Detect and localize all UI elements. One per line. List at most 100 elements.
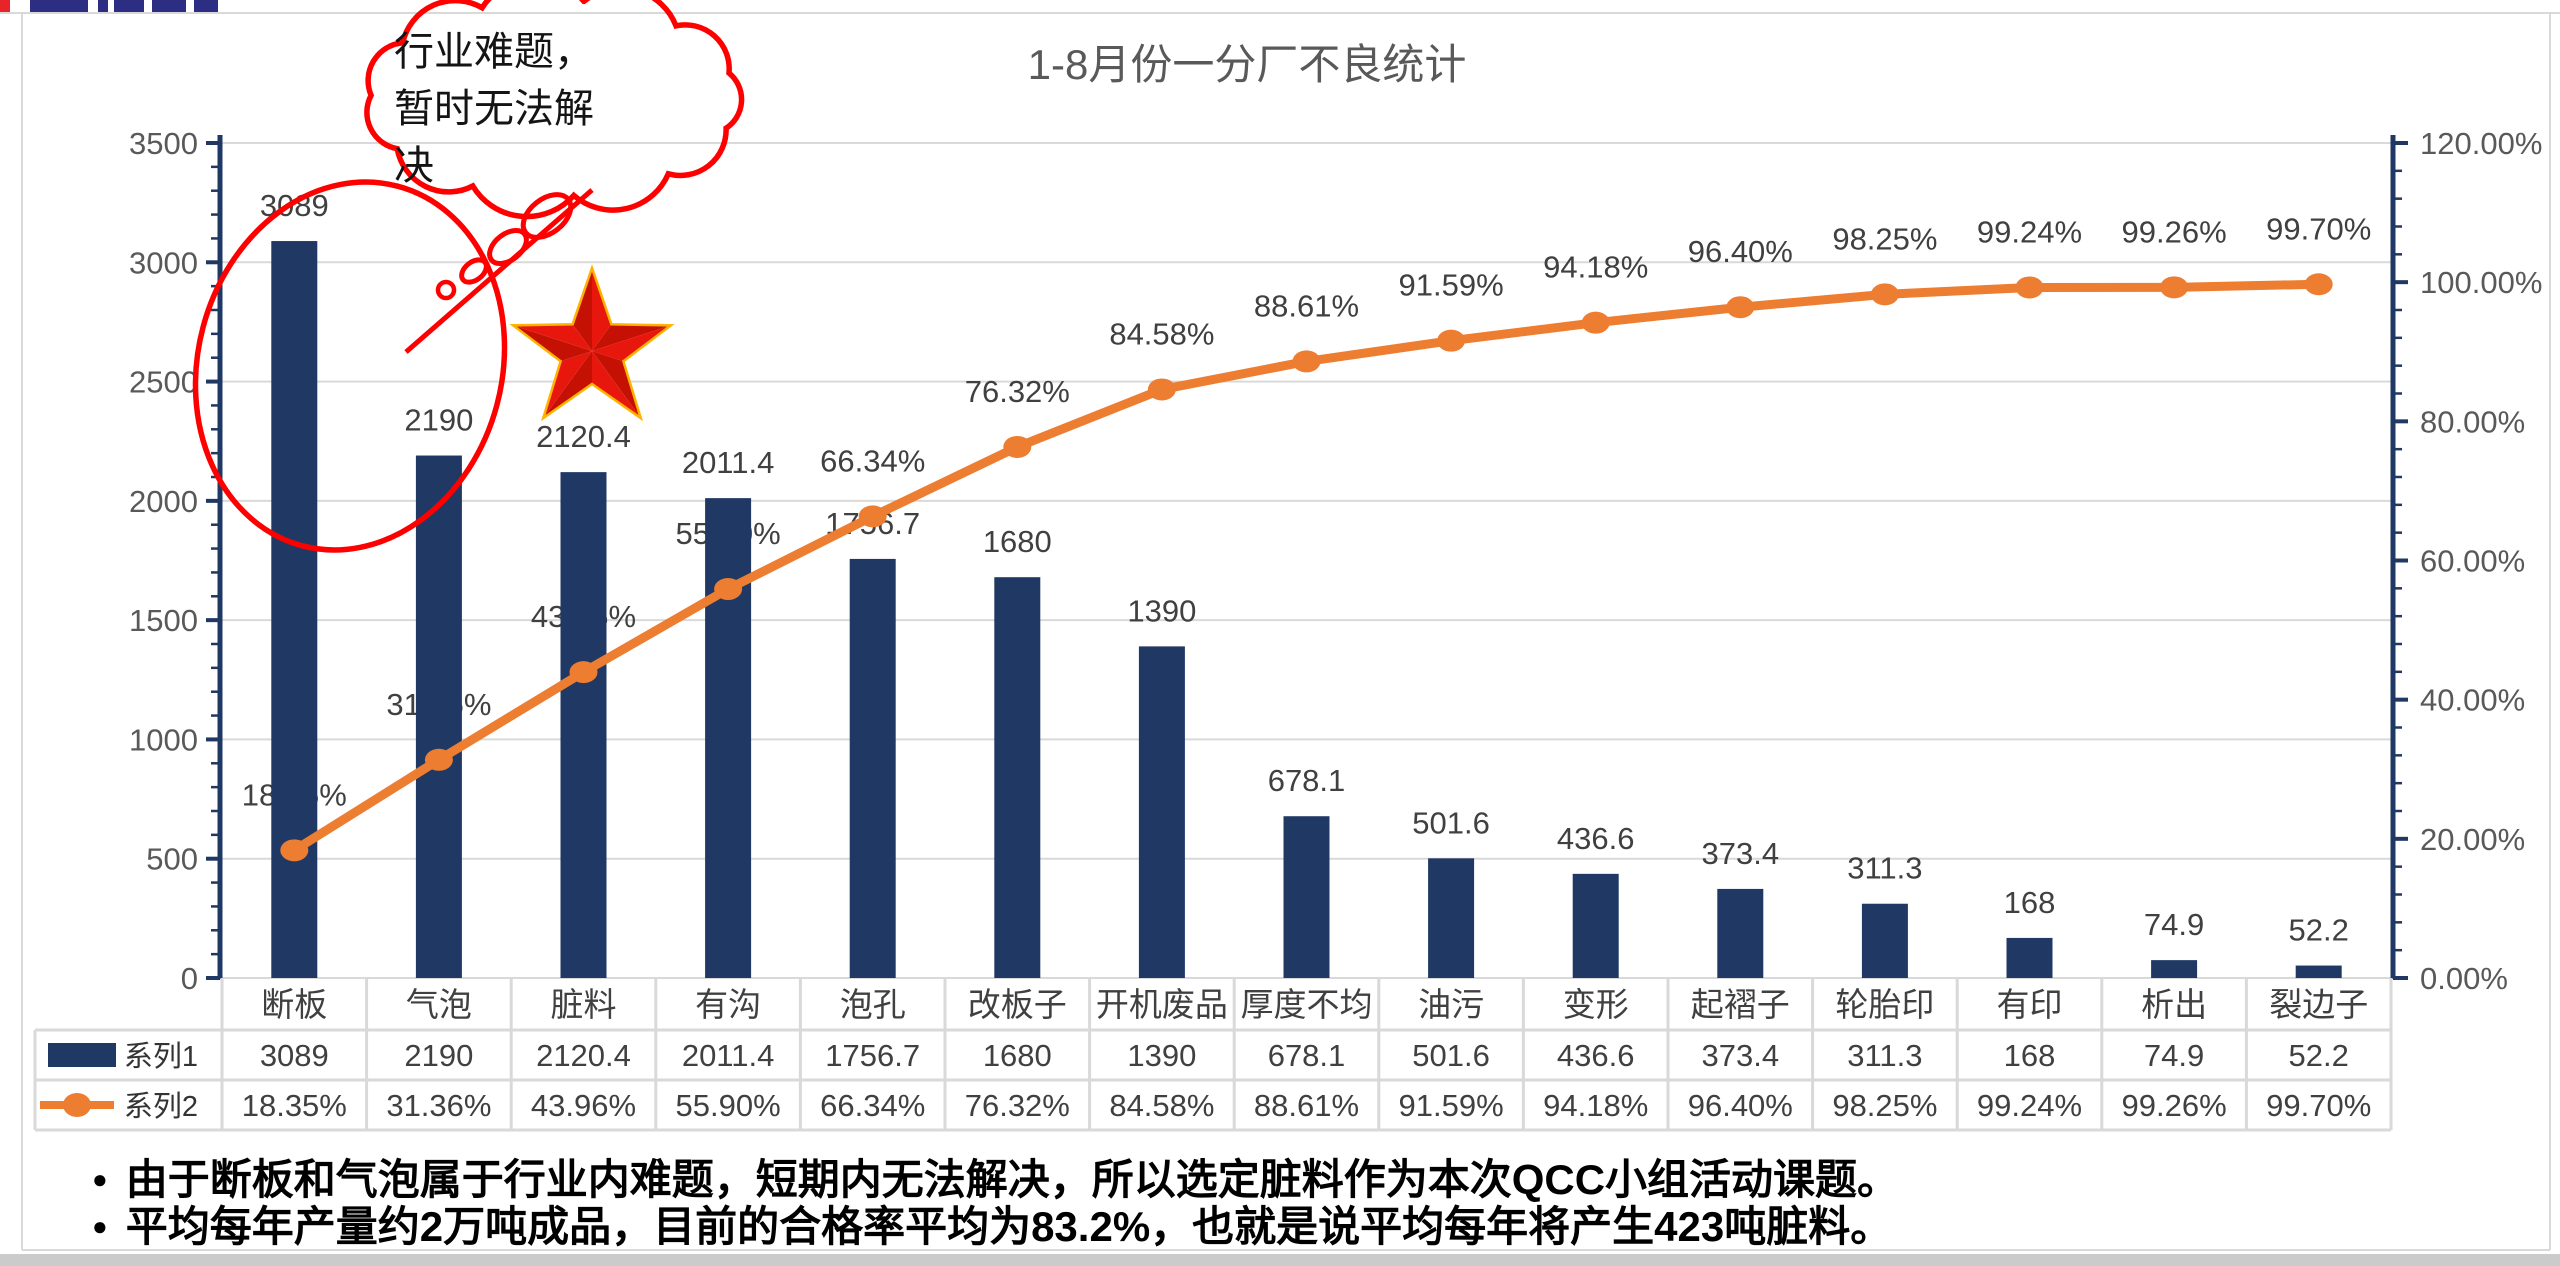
left-axis-tick-label: 2500 [129,365,198,400]
defect-bar [415,455,462,978]
legend-label-series1: 系列1 [124,1040,198,1073]
logo-fragment [194,0,218,13]
bar-value-label: 168 [2004,885,2056,920]
category-label: 析出 [2141,986,2207,1023]
percent-label: 91.59% [1399,268,1504,303]
right-axis-tick-label: 20.00% [2420,822,2525,857]
category-label: 轮胎印 [1835,986,1934,1023]
star-facet [513,324,592,351]
category-label: 起褶子 [1691,986,1790,1023]
table-value-series2: 91.59% [1399,1088,1504,1123]
table-value-series1: 1680 [983,1038,1052,1073]
left-axis-tick-label: 3500 [129,126,198,161]
category-label: 变形 [1563,986,1629,1023]
percent-label: 98.25% [1832,221,1937,256]
bar-value-label: 1680 [983,524,1052,559]
defect-bar [560,472,607,978]
table-value-series1: 3089 [260,1038,329,1073]
table-value-series1: 168 [2004,1038,2056,1073]
chart-title: 1-8月份一分厂不良统计 [1027,41,1467,88]
bar-value-label: 74.9 [2144,907,2204,942]
bullet-text: 由于断板和气泡属于行业内难题，短期内无法解决，所以选定脏料作为本次QCC小组活动… [125,1156,1900,1203]
star-facet [543,351,592,419]
left-axis-tick-label: 2000 [129,484,198,519]
bar-value-label: 436.6 [1557,821,1635,856]
line-marker [1581,311,1610,334]
table-value-series2: 76.32% [965,1088,1070,1123]
table-value-series2: 96.40% [1688,1088,1793,1123]
defect-bar [2151,960,2198,978]
table-value-series2: 88.61% [1254,1088,1359,1123]
line-marker [424,748,453,771]
bar-value-label: 1390 [1127,593,1196,628]
star-facet [572,268,592,351]
percent-label: 88.61% [1254,288,1359,323]
line-marker [1003,435,1032,458]
right-axis-tick-label: 80.00% [2420,404,2525,439]
defect-bar [1428,858,1475,978]
category-label: 有印 [1997,986,2063,1023]
table-value-series1: 501.6 [1412,1038,1490,1073]
percent-label: 96.40% [1688,234,1793,269]
percent-label: 99.24% [1977,214,2082,249]
cloud-tail-bubble [435,279,457,301]
star-facet [592,351,641,419]
table-value-series2: 99.70% [2266,1088,2371,1123]
table-value-series2: 99.26% [2122,1088,2227,1123]
star-facet [592,351,641,419]
annotation-ellipse [192,179,508,553]
table-value-series2: 99.24% [1977,1088,2082,1123]
line-marker [2304,273,2333,296]
legend-key-series1 [48,1043,116,1067]
annotation-star [509,264,675,422]
line-marker [1147,378,1176,401]
percent-label: 99.26% [2122,214,2227,249]
logo-fragment-red [0,0,10,13]
logo-fragment [152,0,186,13]
right-axis-tick-label: 60.00% [2420,544,2525,579]
table-value-series2: 31.36% [386,1088,491,1123]
defect-bar [2295,965,2342,978]
percent-label: 76.32% [965,374,1070,409]
line-marker [2015,276,2044,299]
category-label: 改板子 [968,986,1067,1023]
star-facet [592,324,671,351]
table-value-series1: 52.2 [2289,1038,2349,1073]
star-facet [592,268,612,351]
cloud-annotation-text: 行业难题， 暂时无法解 决 [394,30,594,188]
bar-value-label: 311.3 [1847,851,1922,886]
category-label: 泡孔 [840,986,906,1023]
percent-label: 84.58% [1109,316,1214,351]
category-label: 开机废品 [1096,986,1228,1023]
defect-bar [1717,888,1764,978]
line-marker [1870,283,1899,306]
line-marker [858,505,887,528]
table-value-series2: 55.90% [676,1088,781,1123]
left-axis-tick-label: 1500 [129,603,198,638]
defect-bar [1572,873,1619,978]
line-marker [569,661,598,684]
defect-bar [2006,937,2053,978]
table-value-series1: 373.4 [1702,1038,1780,1073]
logo-fragment [98,0,108,13]
bar-value-label: 2120.4 [536,419,631,454]
bullet-item: ● 平均每年产量约2万吨成品，目前的合格率平均为83.2%，也就是说平均每年将产… [92,1203,2492,1250]
table-value-series2: 18.35% [242,1088,347,1123]
defect-bar [1861,903,1908,978]
defect-bar [1138,646,1185,978]
right-axis-tick-label: 120.00% [2420,126,2542,161]
star-facet [592,325,671,362]
percent-label: 94.18% [1543,250,1648,285]
table-value-series2: 66.34% [820,1088,925,1123]
line-marker [280,839,309,862]
star-facet [543,351,592,419]
table-value-series2: 84.58% [1109,1088,1214,1123]
bullet-item: ● 由于断板和气泡属于行业内难题，短期内无法解决，所以选定脏料作为本次QCC小组… [92,1156,2492,1203]
defect-bar [705,498,752,978]
right-axis-tick-label: 40.00% [2420,683,2525,718]
legend-label-series2: 系列2 [124,1090,198,1123]
category-label: 油污 [1418,986,1484,1023]
percent-label: 66.34% [820,443,925,478]
table-value-series1: 74.9 [2144,1038,2204,1073]
